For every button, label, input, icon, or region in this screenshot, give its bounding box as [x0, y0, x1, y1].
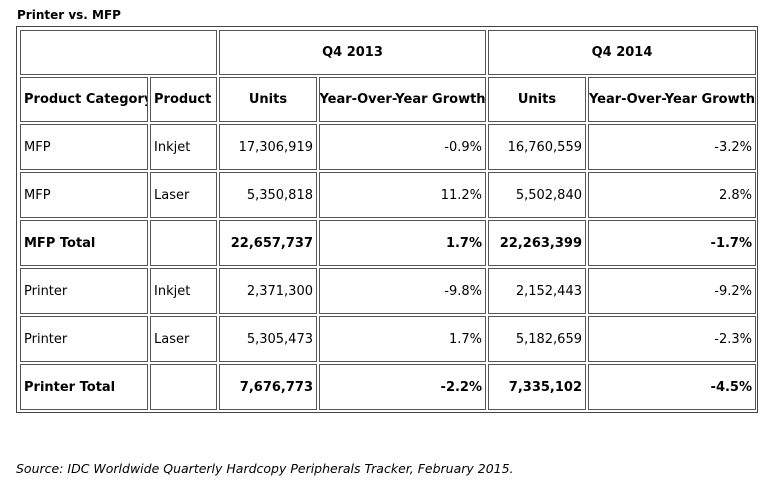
cell-yoy-2013: -0.9% [319, 124, 486, 170]
cell-category: MFP [20, 172, 148, 218]
cell-yoy-2014: -1.7% [588, 220, 756, 266]
cell-yoy-2014: -2.3% [588, 316, 756, 362]
source-note: Source: IDC Worldwide Quarterly Hardcopy… [16, 461, 514, 476]
cell-product [150, 364, 217, 410]
cell-units-2013: 5,305,473 [219, 316, 317, 362]
cell-units-2014: 5,502,840 [488, 172, 586, 218]
cell-units-2013: 7,676,773 [219, 364, 317, 410]
cell-units-2013: 17,306,919 [219, 124, 317, 170]
cell-units-2013: 5,350,818 [219, 172, 317, 218]
period-header-q4-2014: Q4 2014 [488, 30, 756, 75]
cell-category: MFP [20, 124, 148, 170]
period-header-q4-2013: Q4 2013 [219, 30, 486, 75]
cell-yoy-2014: -4.5% [588, 364, 756, 410]
cell-category: Printer [20, 268, 148, 314]
column-header-product: Product [150, 77, 217, 122]
cell-yoy-2013: -9.8% [319, 268, 486, 314]
cell-units-2014: 2,152,443 [488, 268, 586, 314]
cell-yoy-2013: 11.2% [319, 172, 486, 218]
cell-units-2014: 5,182,659 [488, 316, 586, 362]
column-header-yoy-2014: Year-Over-Year Growth [588, 77, 756, 122]
cell-product: Inkjet [150, 268, 217, 314]
data-table: Q4 2013 Q4 2014 Product Category Product… [16, 26, 758, 413]
cell-units-2013: 22,657,737 [219, 220, 317, 266]
column-header-units-2013: Units [219, 77, 317, 122]
cell-yoy-2014: -3.2% [588, 124, 756, 170]
cell-product: Inkjet [150, 124, 217, 170]
cell-yoy-2013: 1.7% [319, 316, 486, 362]
table-title: Printer vs. MFP [17, 8, 121, 22]
cell-yoy-2013: 1.7% [319, 220, 486, 266]
cell-units-2013: 2,371,300 [219, 268, 317, 314]
column-header-yoy-2013: Year-Over-Year Growth [319, 77, 486, 122]
cell-units-2014: 16,760,559 [488, 124, 586, 170]
cell-category: MFP Total [20, 220, 148, 266]
cell-units-2014: 22,263,399 [488, 220, 586, 266]
cell-yoy-2014: -9.2% [588, 268, 756, 314]
cell-yoy-2014: 2.8% [588, 172, 756, 218]
cell-yoy-2013: -2.2% [319, 364, 486, 410]
cell-category: Printer Total [20, 364, 148, 410]
cell-category: Printer [20, 316, 148, 362]
cell-product [150, 220, 217, 266]
column-header-units-2014: Units [488, 77, 586, 122]
cell-product: Laser [150, 172, 217, 218]
cell-product: Laser [150, 316, 217, 362]
header-blank-cell [20, 30, 217, 75]
column-header-category: Product Category [20, 77, 148, 122]
cell-units-2014: 7,335,102 [488, 364, 586, 410]
